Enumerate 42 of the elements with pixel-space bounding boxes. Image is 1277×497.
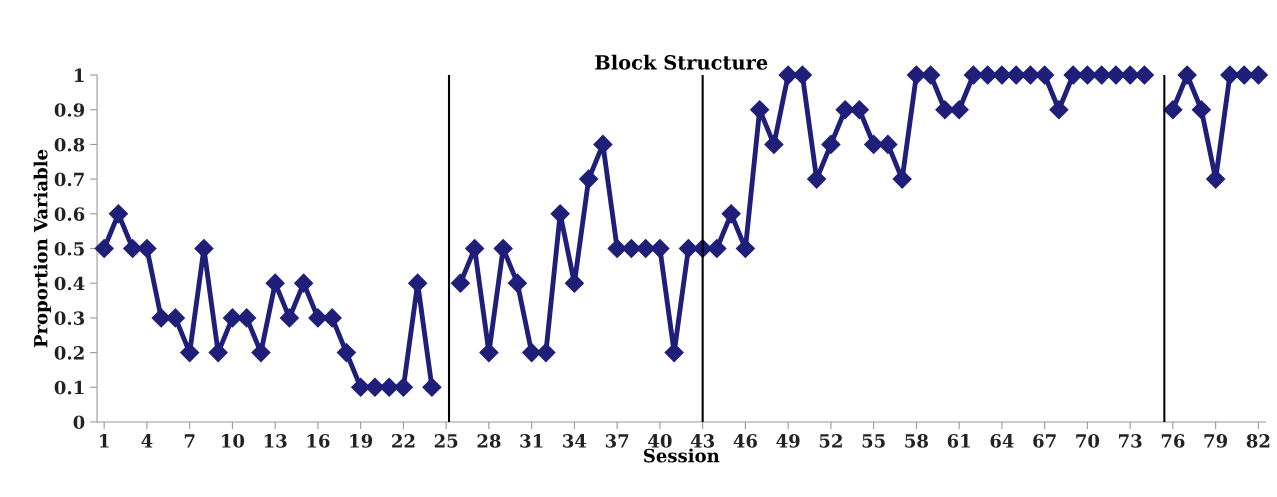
x-tick-label: 43 [690, 434, 715, 448]
y-tick-label: 0 [73, 415, 85, 430]
y-tick-label: 0.1 [54, 380, 84, 395]
x-tick-label: 7 [184, 434, 195, 448]
x-tick-label: 25 [434, 434, 458, 448]
x-tick-label: 58 [905, 434, 928, 448]
x-tick-label: 64 [990, 434, 1014, 448]
y-tick-label: 0.2 [54, 346, 84, 360]
x-tick-label: 31 [520, 434, 543, 448]
y-tick-label: 0.5 [54, 241, 84, 256]
x-tick-label: 16 [307, 434, 330, 448]
x-tick-label: 28 [477, 434, 501, 448]
x-tick-label: 55 [862, 434, 885, 448]
x-tick-label: 67 [1033, 434, 1056, 448]
y-tick-label: 0.7 [54, 172, 84, 187]
y-tick-label: 0.4 [54, 276, 85, 291]
x-tick-label: 37 [605, 434, 629, 448]
y-tick-label: 0.8 [54, 137, 85, 152]
x-tick-label: 73 [1119, 434, 1142, 448]
x-axis-title: Session [644, 448, 720, 463]
x-tick-label: 61 [947, 434, 970, 448]
x-tick-label: 52 [819, 434, 842, 448]
y-tick-label: 0.6 [54, 207, 85, 221]
x-tick-label: 1 [100, 434, 109, 448]
x-tick-label: 79 [1204, 434, 1228, 448]
x-tick-label: 19 [350, 434, 373, 448]
x-tick-label: 46 [733, 434, 757, 448]
x-tick-label: 76 [1161, 434, 1185, 448]
y-axis-title: Proportion Variable [33, 149, 52, 348]
x-tick-label: 82 [1246, 434, 1270, 448]
x-tick-label: 10 [222, 434, 245, 448]
y-tick-label: 1 [74, 68, 84, 82]
x-tick-label: 49 [776, 434, 800, 448]
x-tick-label: 40 [648, 434, 672, 448]
x-tick-label: 34 [563, 434, 587, 448]
x-tick-label: 22 [392, 434, 415, 448]
x-tick-label: 4 [141, 434, 153, 448]
x-tick-label: 70 [1076, 434, 1100, 448]
y-tick-label: 0.3 [54, 311, 85, 325]
x-tick-label: 13 [264, 434, 287, 448]
chart-title: Block Structure [595, 54, 768, 70]
y-tick-label: 0.9 [54, 103, 85, 117]
